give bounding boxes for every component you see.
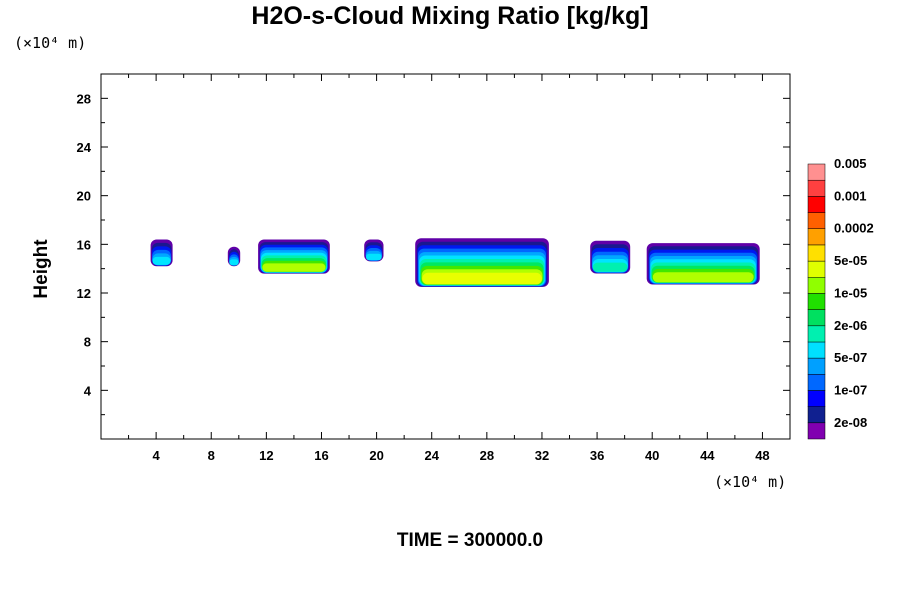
x-tick-label: 24: [424, 448, 439, 463]
cloud-band: [652, 272, 754, 283]
colorbar-label: 2e-08: [834, 415, 867, 430]
y-tick-label: 28: [77, 91, 91, 106]
colorbar: 2e-08 1e-07 5e-07 2e-06 1e-05 5e-05 0.0002 0.00…: [807, 156, 874, 440]
colorbar-label: 1e-07: [834, 383, 867, 398]
cloud-layer: [150, 239, 173, 267]
x-tick-label: 20: [369, 448, 383, 463]
cloud-band: [262, 263, 326, 272]
cloud-band: [366, 253, 382, 261]
x-tick-label: 28: [480, 448, 494, 463]
x-tick-label: 8: [208, 448, 215, 463]
colorbar-label: 5e-07: [834, 350, 867, 365]
colorbar-swatch: [807, 244, 826, 262]
y-tick-label: 4: [84, 383, 92, 398]
x-tick-label: 4: [153, 448, 161, 463]
cloud-layer: [227, 246, 241, 267]
colorbar-label: 0.001: [834, 188, 867, 203]
colorbar-swatch: [807, 293, 826, 310]
colorbar-swatch: [807, 341, 826, 359]
cloud-layer: [415, 238, 549, 287]
chart-title: H2O-s-Cloud Mixing Ratio [kg/kg]: [251, 2, 649, 30]
time-label: TIME = 300000.0: [396, 530, 544, 551]
cloud-layer: [258, 239, 330, 274]
x-tick-label: 40: [645, 448, 659, 463]
cloud-band: [592, 262, 628, 272]
colorbar-swatch: [807, 325, 826, 343]
colorbar-swatch: [807, 196, 826, 213]
y-axis-unit-label: (×10⁴ m): [14, 34, 87, 52]
cloud-layer: [590, 240, 631, 274]
colorbar-swatch: [807, 309, 826, 327]
y-tick-label: 8: [84, 335, 91, 350]
x-axis: 4 8 12 16 20 24 28 32 36 40 44 48: [128, 74, 770, 463]
colorbar-swatch: [807, 276, 826, 294]
x-axis-unit-label: (×10⁴ m): [714, 473, 787, 491]
cloud-layer: [364, 239, 384, 262]
x-tick-label: 44: [700, 448, 715, 463]
x-tick-label: 32: [535, 448, 549, 463]
y-axis: 4 8 12 16 20 24 28: [77, 91, 790, 416]
y-tick-label: 16: [77, 237, 91, 252]
y-tick-label: 20: [77, 189, 91, 204]
cloud-band: [422, 272, 542, 285]
cloud-band: [229, 259, 239, 266]
x-tick-label: 48: [755, 448, 769, 463]
cloud-band: [152, 256, 171, 265]
y-tick-label: 12: [77, 286, 91, 301]
colorbar-swatch: [807, 390, 826, 407]
colorbar-label: 2e-06: [834, 318, 867, 333]
colorbar-label: 1e-05: [834, 285, 867, 300]
colorbar-swatch: [807, 179, 826, 197]
cloud-layer: [646, 243, 760, 285]
cloud-field: [150, 238, 760, 287]
plot-frame: [100, 73, 791, 440]
colorbar-swatch: [807, 357, 826, 375]
colorbar-swatch: [807, 228, 826, 246]
colorbar-label: 5e-05: [834, 253, 867, 268]
x-tick-label: 12: [259, 448, 273, 463]
colorbar-swatch: [807, 422, 826, 440]
colorbar-swatch: [807, 260, 826, 278]
colorbar-label: 0.005: [834, 156, 867, 171]
colorbar-swatch: [807, 406, 826, 424]
y-tick-label: 24: [77, 140, 92, 155]
colorbar-swatch: [807, 212, 826, 229]
colorbar-swatch: [807, 163, 826, 181]
colorbar-swatch: [807, 374, 826, 391]
x-tick-label: 16: [314, 448, 328, 463]
x-tick-label: 36: [590, 448, 604, 463]
colorbar-label: 0.0002: [834, 221, 874, 236]
